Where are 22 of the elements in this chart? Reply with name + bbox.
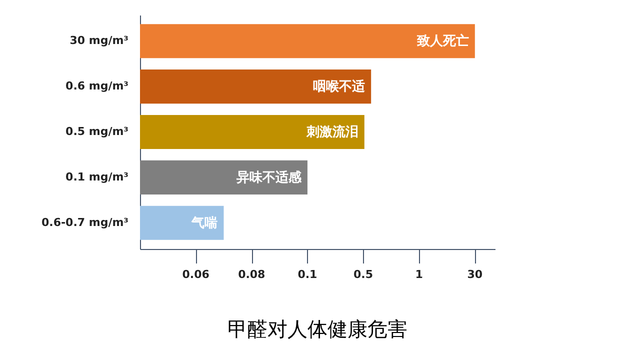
text: 1 xyxy=(415,268,423,281)
text: 0.1 xyxy=(298,268,318,281)
text: 0.5 xyxy=(354,268,374,281)
annotation: 异味不适感 xyxy=(235,169,302,186)
text: 0.06 xyxy=(182,268,210,281)
annotation: 咽喉不适 xyxy=(313,78,366,95)
bar xyxy=(140,160,308,194)
annotation: 致人死亡 xyxy=(416,33,469,50)
y-tick-label: 0.6-0.7 mg/m³ xyxy=(41,216,129,229)
annotation: 刺激流泪 xyxy=(305,124,358,140)
bar xyxy=(140,114,364,150)
text: 0.08 xyxy=(238,268,266,281)
text: 30 xyxy=(467,268,483,281)
bar xyxy=(140,24,475,58)
text: 甲醛对人体健康危害 xyxy=(228,317,408,341)
y-tick-label: 0.1 mg/m³ xyxy=(66,170,129,184)
annotation: 气喘 xyxy=(190,216,218,231)
bar xyxy=(140,70,372,104)
y-tick-label: 0.6 mg/m³ xyxy=(66,80,129,93)
y-tick-label: 0.5 mg/m³ xyxy=(66,125,129,138)
bar xyxy=(140,206,224,240)
y-tick-label: 30 mg/m³ xyxy=(70,34,129,48)
